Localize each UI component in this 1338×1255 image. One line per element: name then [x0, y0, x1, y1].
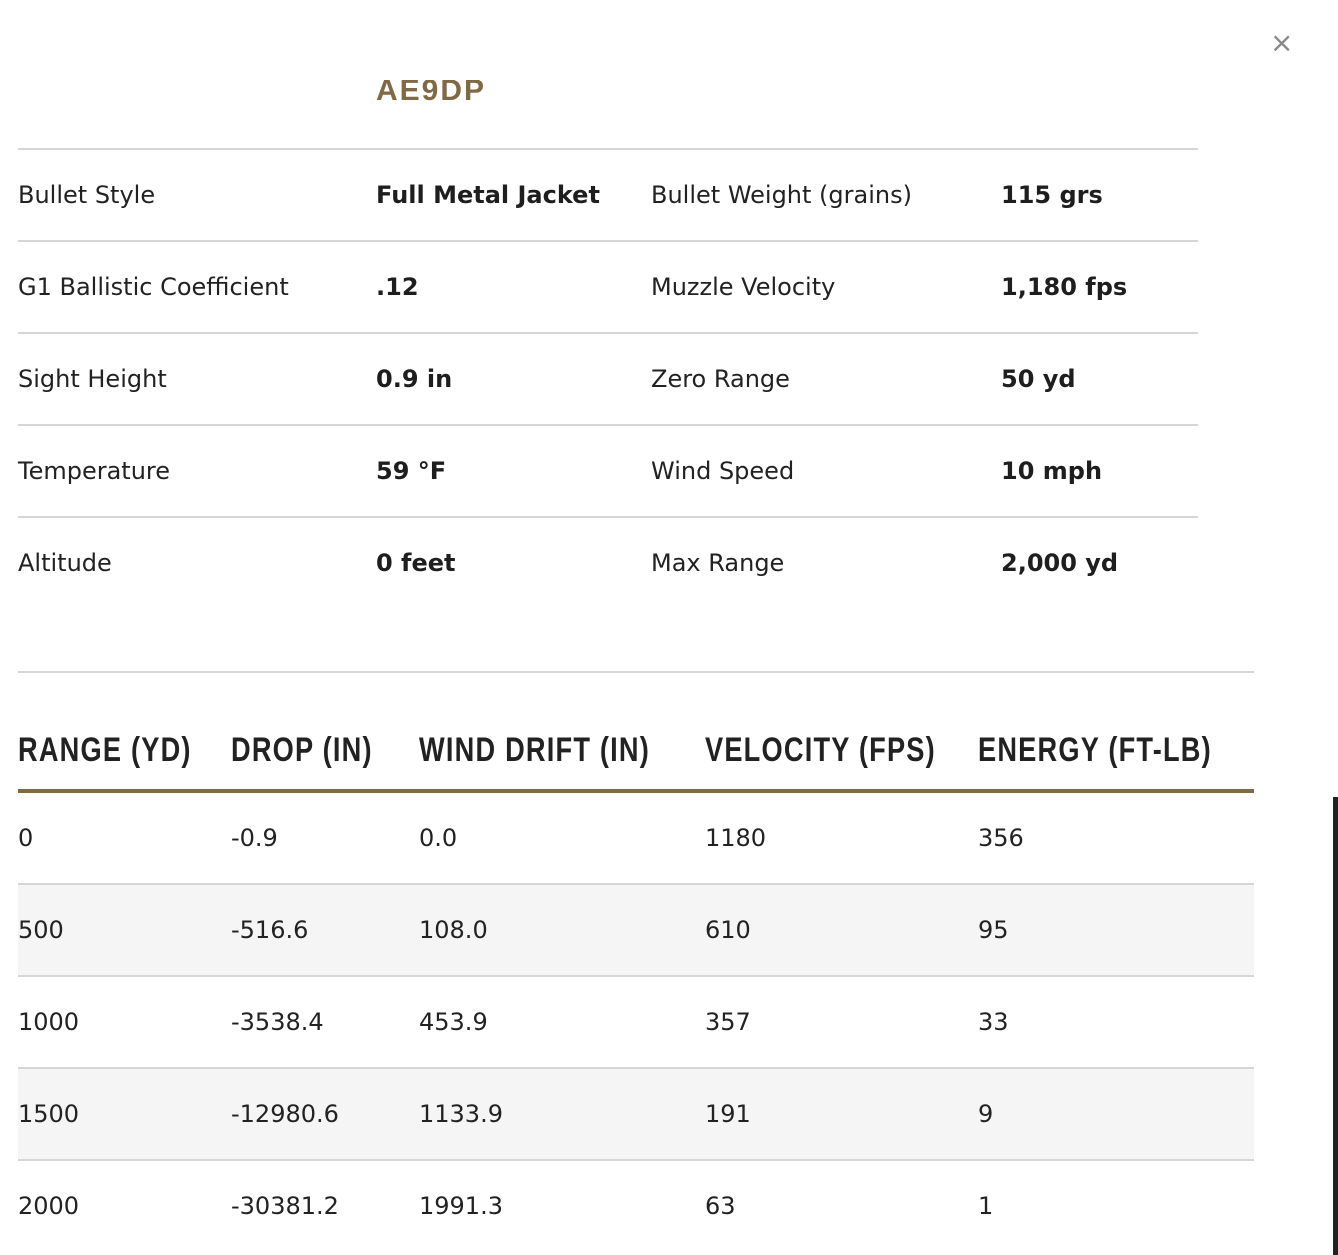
spec-label: Max Range	[651, 549, 785, 577]
cell: 1180	[705, 824, 767, 852]
cell: -0.9	[231, 824, 278, 852]
spec-value: 50 yd	[1001, 365, 1076, 393]
spec-label: Muzzle Velocity	[651, 273, 836, 301]
cell: 108.0	[419, 916, 488, 944]
column-header: ENERGY (FT-LB)	[978, 731, 1212, 769]
cell: 2000	[18, 1192, 80, 1220]
row-background	[18, 1068, 1254, 1160]
divider	[18, 883, 1254, 885]
spec-value: .12	[376, 273, 419, 301]
divider	[18, 148, 1198, 150]
row-background	[18, 884, 1254, 976]
divider	[18, 671, 1254, 673]
column-header: RANGE (YD)	[18, 731, 192, 769]
spec-value: 59 °F	[376, 457, 447, 485]
close-button[interactable]: ×	[1270, 26, 1294, 59]
cell: 500	[18, 916, 64, 944]
spec-value: 0 feet	[376, 549, 456, 577]
cell: 95	[978, 916, 1009, 944]
spec-value: 0.9 in	[376, 365, 453, 393]
cell: 356	[978, 824, 1024, 852]
spec-value: Full Metal Jacket	[376, 181, 600, 209]
spec-label: Wind Speed	[651, 457, 795, 485]
divider	[18, 516, 1198, 518]
spec-label: Altitude	[18, 549, 112, 577]
spec-value: 10 mph	[1001, 457, 1103, 485]
spec-label: G1 Ballistic Coefficient	[18, 273, 289, 301]
cell: 0	[18, 824, 34, 852]
cell: 1	[978, 1192, 994, 1220]
cell: 0.0	[419, 824, 458, 852]
spec-label: Bullet Style	[18, 181, 156, 209]
spec-value: 2,000 yd	[1001, 549, 1119, 577]
cell: -516.6	[231, 916, 309, 944]
product-code: AE9DP	[376, 80, 487, 107]
spec-value: 1,180 fps	[1001, 273, 1128, 301]
cell: 9	[978, 1100, 994, 1128]
cell: 1500	[18, 1100, 80, 1128]
divider	[18, 975, 1254, 977]
cell: -12980.6	[231, 1100, 339, 1128]
cell: 1000	[18, 1008, 80, 1036]
spec-value: 115 grs	[1001, 181, 1103, 209]
cell: 33	[978, 1008, 1009, 1036]
code-clip: AE9DP	[376, 80, 576, 114]
spec-label: Zero Range	[651, 365, 790, 393]
divider	[18, 424, 1198, 426]
cell: 63	[705, 1192, 736, 1220]
column-header: WIND DRIFT (IN)	[419, 731, 651, 769]
cell: 453.9	[419, 1008, 488, 1036]
spec-label: Bullet Weight (grains)	[651, 181, 912, 209]
scrollbar	[1333, 797, 1338, 1255]
header-rule	[18, 789, 1254, 793]
cell: 610	[705, 916, 751, 944]
divider	[18, 1067, 1254, 1069]
cell: 191	[705, 1100, 751, 1128]
cell: -3538.4	[231, 1008, 324, 1036]
spec-label: Temperature	[18, 457, 171, 485]
cell: 1991.3	[419, 1192, 503, 1220]
divider	[18, 240, 1198, 242]
column-header: DROP (IN)	[231, 731, 373, 769]
divider	[18, 332, 1198, 334]
divider	[18, 1159, 1254, 1161]
cell: 1133.9	[419, 1100, 503, 1128]
spec-label: Sight Height	[18, 365, 167, 393]
cell: 357	[705, 1008, 751, 1036]
column-header: VELOCITY (FPS)	[705, 731, 936, 769]
cell: -30381.2	[231, 1192, 339, 1220]
